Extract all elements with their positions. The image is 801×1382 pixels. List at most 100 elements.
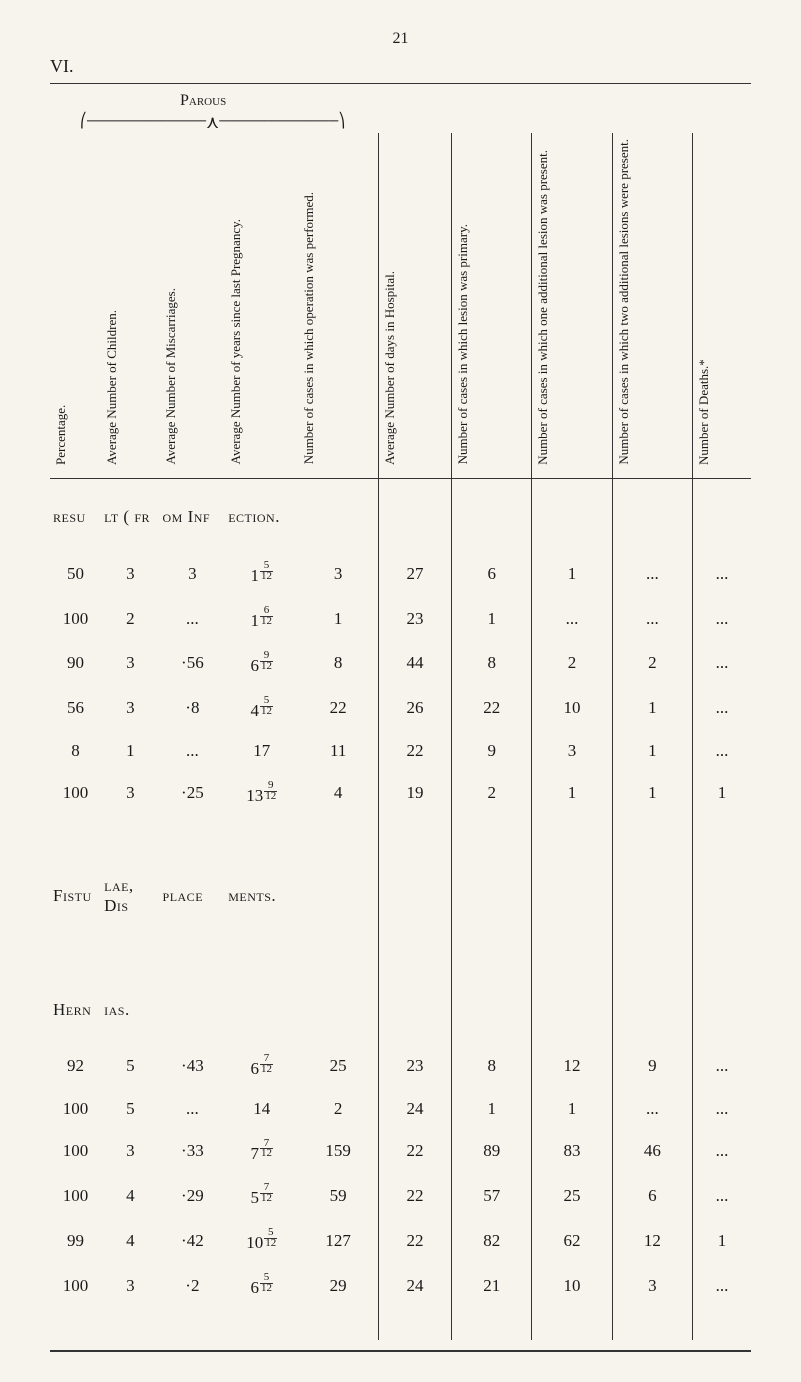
table-cell: ... xyxy=(693,551,752,596)
table-cell: 8 xyxy=(452,1044,532,1089)
table-cell: ... xyxy=(693,731,752,771)
table-cell: 17 xyxy=(225,731,298,771)
table-cell: 9 xyxy=(452,731,532,771)
table-cell: ... xyxy=(693,1263,752,1308)
table-cell: 1 xyxy=(612,771,692,816)
col-header-6: Number of cases in which lesion was prim… xyxy=(452,133,532,479)
table-cell: 3 xyxy=(101,1263,159,1308)
section-title-cell xyxy=(452,848,532,940)
col-header-8: Number of cases in which two additional … xyxy=(612,133,692,479)
spacer-row xyxy=(50,816,751,848)
table-row: 1003·26512292421103... xyxy=(50,1263,751,1308)
data-table: Percentage. Average Number of Children. … xyxy=(50,133,751,1340)
page-number: 21 xyxy=(50,30,751,48)
table-cell: 90 xyxy=(50,641,101,686)
table-cell: 24 xyxy=(379,1263,452,1308)
table-cell: 1 xyxy=(532,771,612,816)
table-cell: 25 xyxy=(532,1173,612,1218)
table-cell: 26 xyxy=(379,686,452,731)
table-cell: 46 xyxy=(612,1129,692,1174)
table-cell: 50 xyxy=(50,551,101,596)
table-cell: 3 xyxy=(160,551,226,596)
table-cell: ·8 xyxy=(160,686,226,731)
section-title-cell xyxy=(532,972,612,1044)
table-row: 925·43671225238129... xyxy=(50,1044,751,1089)
table-cell: ... xyxy=(612,596,692,641)
section-title-cell: ias. xyxy=(101,972,159,1044)
table-cell: 2 xyxy=(101,596,159,641)
table-cell: 23 xyxy=(379,1044,452,1089)
table-cell: 1 xyxy=(452,596,532,641)
table-cell: 8 xyxy=(452,641,532,686)
table-cell: 100 xyxy=(50,1263,101,1308)
section-title-row: result ( from Infection. xyxy=(50,479,751,552)
table-cell: 1 xyxy=(532,551,612,596)
section-title-cell: Hern xyxy=(50,972,101,1044)
table-cell: 83 xyxy=(532,1129,612,1174)
table-cell: ... xyxy=(612,551,692,596)
table-cell: ... xyxy=(693,596,752,641)
table-cell: 1612 xyxy=(225,596,298,641)
section-title-cell xyxy=(379,848,452,940)
section-title-cell xyxy=(693,972,752,1044)
table-cell: 3 xyxy=(101,641,159,686)
table-cell: 5 xyxy=(101,1089,159,1129)
table-cell: ... xyxy=(532,596,612,641)
section-title-cell xyxy=(612,972,692,1044)
table-row: 1003·25139124192111 xyxy=(50,771,751,816)
section-title-cell xyxy=(612,848,692,940)
spacer-row xyxy=(50,940,751,972)
section-number: VI. xyxy=(50,56,751,77)
table-cell: 8 xyxy=(298,641,378,686)
table-cell: ·56 xyxy=(160,641,226,686)
table-cell: ... xyxy=(693,1044,752,1089)
table-cell: ·29 xyxy=(160,1173,226,1218)
table-row: 563·84512222622101... xyxy=(50,686,751,731)
table-cell: ·33 xyxy=(160,1129,226,1174)
table-cell: 5712 xyxy=(225,1173,298,1218)
col-header-1: Average Number of Children. xyxy=(101,133,159,479)
section-title-cell xyxy=(298,479,378,552)
section-title-cell xyxy=(532,848,612,940)
table-cell: 19 xyxy=(379,771,452,816)
table-cell: 3 xyxy=(532,731,612,771)
section-title-row: Hernias. xyxy=(50,972,751,1044)
table-cell: 8 xyxy=(50,731,101,771)
table-cell: ... xyxy=(693,1173,752,1218)
table-cell: 4512 xyxy=(225,686,298,731)
table-row: 1005...1422411...... xyxy=(50,1089,751,1129)
table-cell: 6512 xyxy=(225,1263,298,1308)
table-cell: 99 xyxy=(50,1218,101,1263)
table-cell: ·2 xyxy=(160,1263,226,1308)
table-cell: ... xyxy=(693,1129,752,1174)
table-cell: 4 xyxy=(101,1173,159,1218)
table-cell: 2 xyxy=(612,641,692,686)
section-title-cell xyxy=(452,479,532,552)
table-cell: ... xyxy=(160,596,226,641)
table-cell: ... xyxy=(160,1089,226,1129)
section-title-cell xyxy=(379,479,452,552)
section-title-cell: resu xyxy=(50,479,101,552)
table-cell: 6912 xyxy=(225,641,298,686)
table-cell: 11 xyxy=(298,731,378,771)
table-cell: 2 xyxy=(298,1089,378,1129)
table-cell: 59 xyxy=(298,1173,378,1218)
table-cell: 22 xyxy=(379,1218,452,1263)
table-cell: 100 xyxy=(50,1129,101,1174)
table-cell: 7712 xyxy=(225,1129,298,1174)
section-title-cell xyxy=(693,479,752,552)
table-cell: ... xyxy=(693,686,752,731)
table-cell: ... xyxy=(693,1089,752,1129)
table-cell: 6712 xyxy=(225,1044,298,1089)
table-cell: 2 xyxy=(532,641,612,686)
col-header-7: Number of cases in which one additional … xyxy=(532,133,612,479)
section-title-cell: om Inf xyxy=(160,479,226,552)
bottom-rule xyxy=(50,1350,751,1352)
section-title-cell xyxy=(225,972,298,1044)
table-cell: 1 xyxy=(532,1089,612,1129)
table-cell: 1 xyxy=(298,596,378,641)
table-cell: 1512 xyxy=(225,551,298,596)
table-cell: 44 xyxy=(379,641,452,686)
table-cell: 22 xyxy=(379,1129,452,1174)
table-row: 994·4210512127228262121 xyxy=(50,1218,751,1263)
